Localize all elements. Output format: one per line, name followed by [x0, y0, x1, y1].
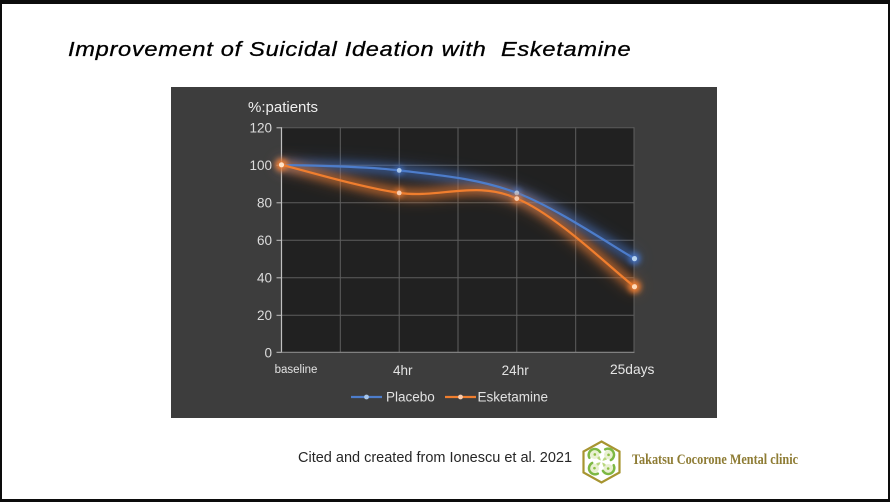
svg-text:60: 60 [257, 233, 272, 248]
svg-text:4hr: 4hr [393, 363, 413, 378]
svg-text:100: 100 [249, 158, 272, 173]
svg-text:120: 120 [249, 120, 272, 135]
svg-text:20: 20 [257, 308, 272, 323]
svg-text:%:patients: %:patients [248, 99, 318, 116]
svg-text:Esketamine: Esketamine [478, 390, 549, 405]
svg-text:24hr: 24hr [502, 363, 530, 378]
svg-text:40: 40 [257, 270, 272, 285]
svg-text:25days: 25days [610, 362, 655, 377]
svg-text:baseline: baseline [275, 364, 318, 376]
svg-text:Placebo: Placebo [386, 390, 435, 405]
svg-text:0: 0 [264, 345, 272, 360]
svg-text:80: 80 [257, 195, 272, 210]
